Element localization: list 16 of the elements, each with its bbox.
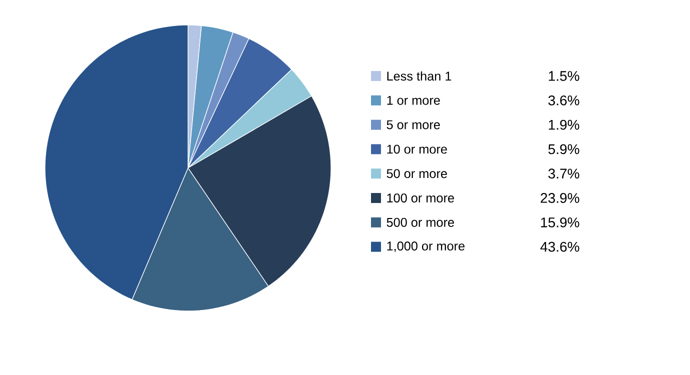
data-label: 1.5% [548,71,580,81]
data-label: 1.9% [548,120,580,130]
legend-label: 500 or more [386,218,454,227]
legend-label: 1,000 or more [387,242,465,252]
data-label: 43.6% [540,242,580,252]
data-label: 3.6% [548,95,580,106]
data-label: 23.9% [540,193,580,203]
legend-label: 100 or more [387,194,454,202]
legend-label: 10 or more [387,144,447,154]
legend-label: 50 or more [386,169,447,178]
legend-label: 5 or more [386,120,440,130]
legend-label: Less than 1 [387,71,452,81]
data-label: 15.9% [541,217,580,228]
data-label: 5.9% [548,144,580,154]
legend-label: 1 or more [387,96,440,105]
data-label: 3.7% [548,168,580,179]
